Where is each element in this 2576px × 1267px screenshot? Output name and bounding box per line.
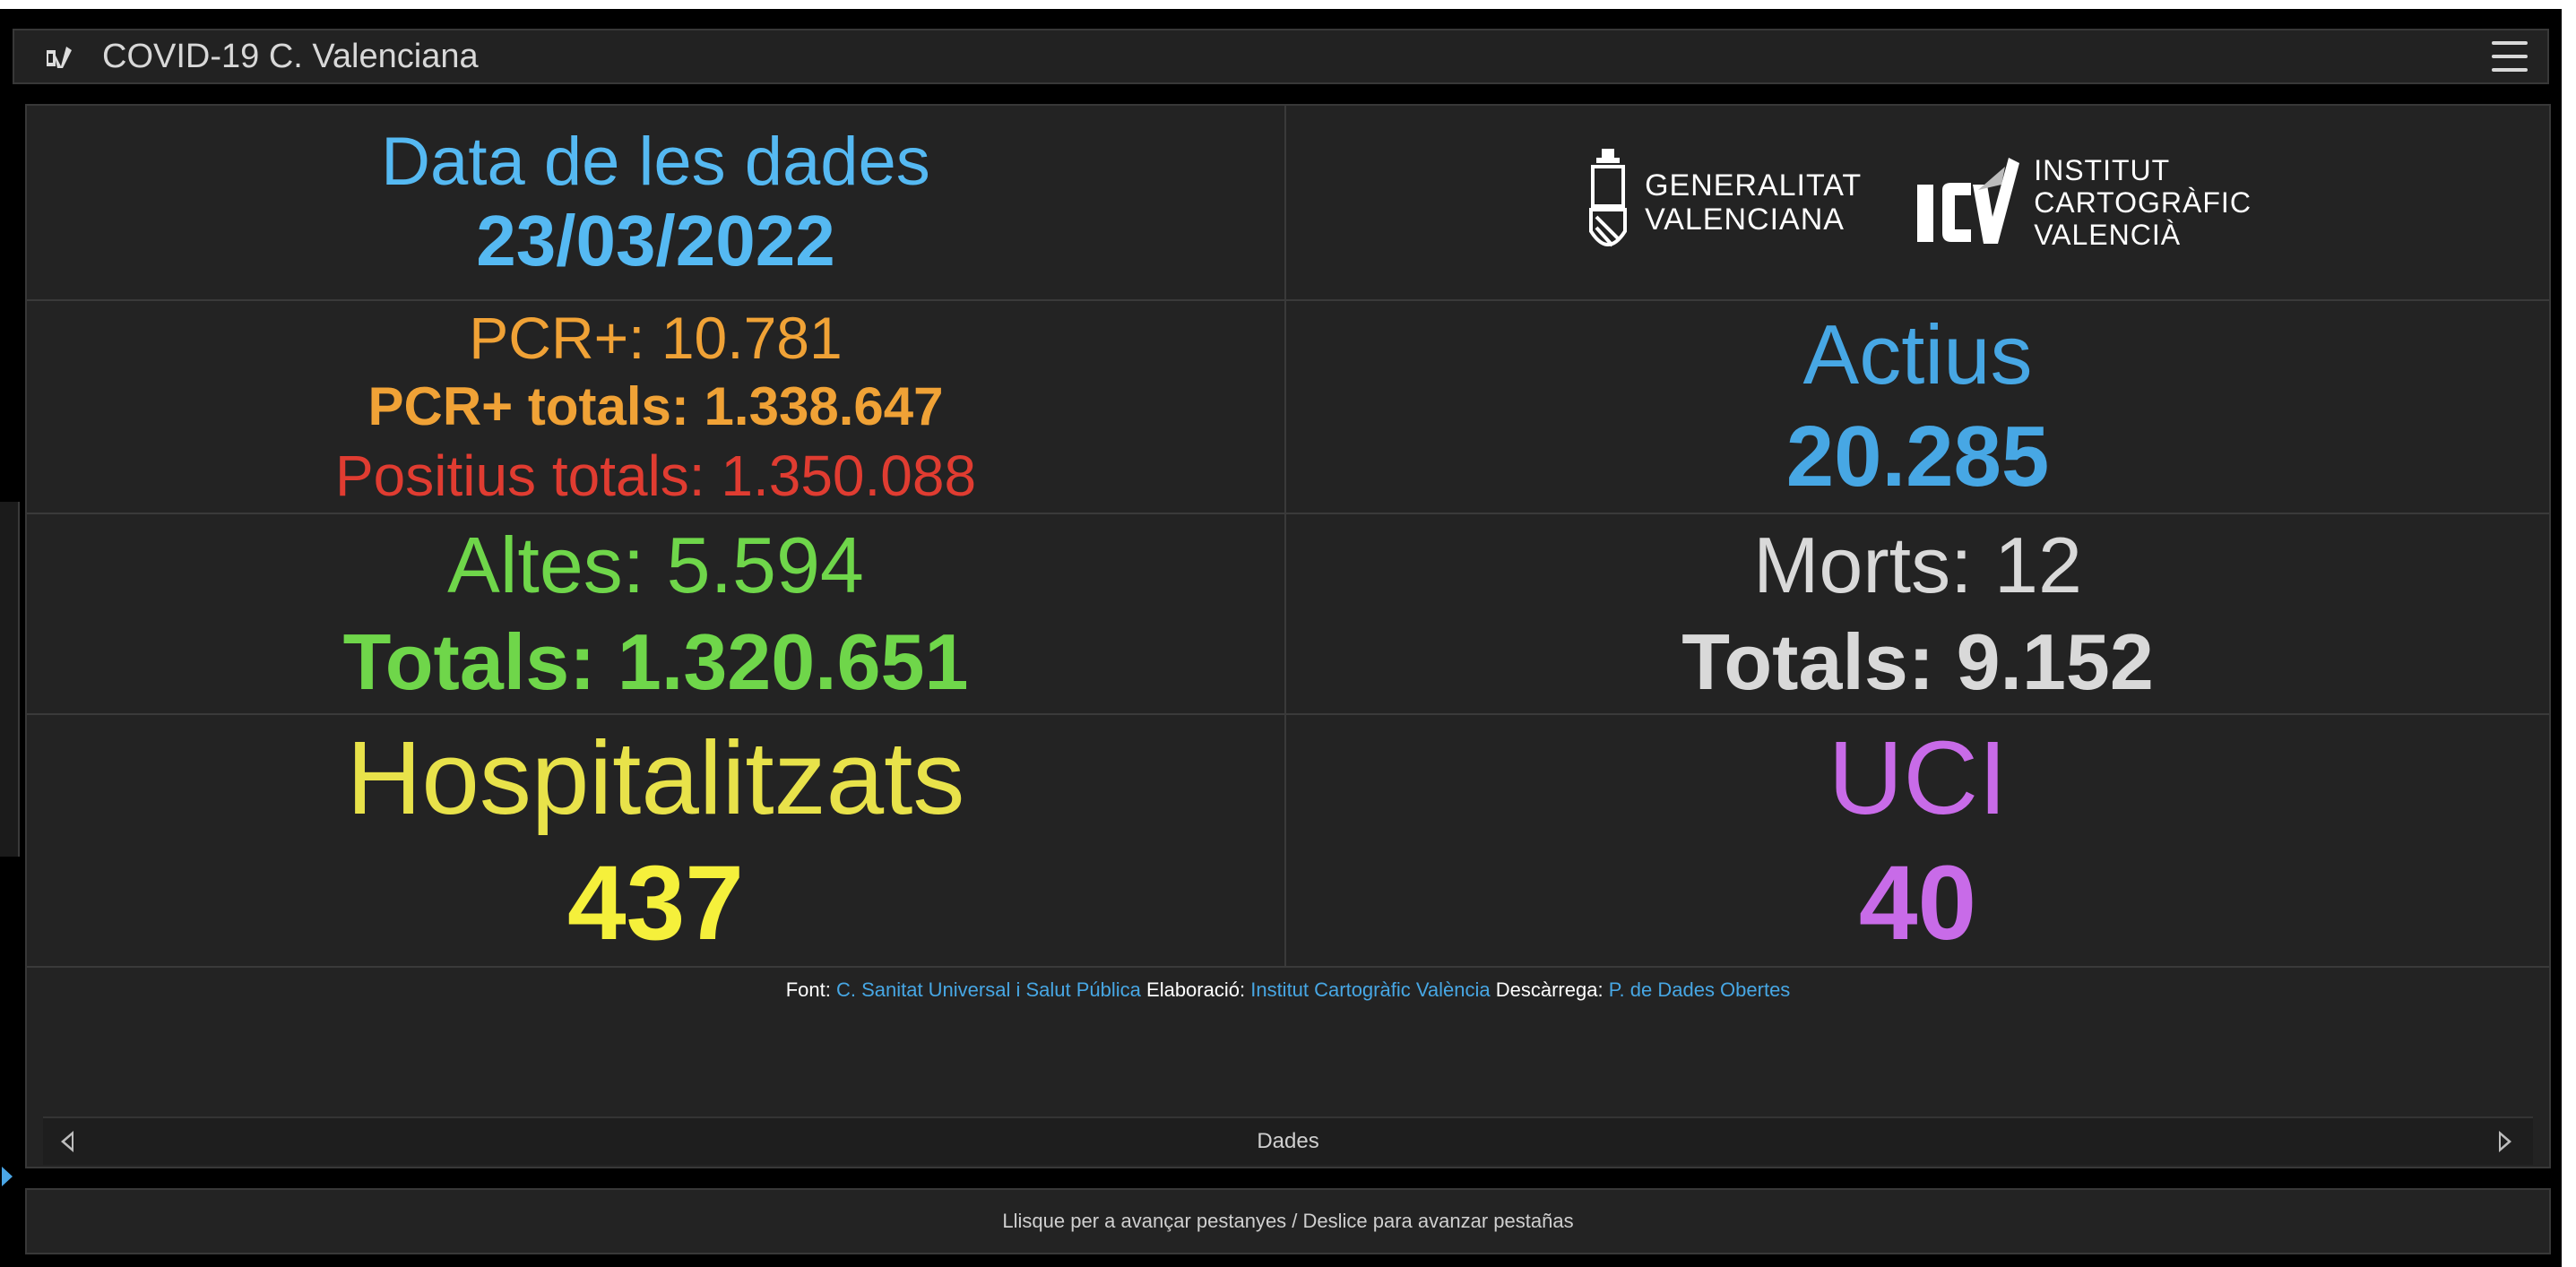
icu-value: 40 [1858,844,1977,962]
triangle-right-icon[interactable] [2499,1131,2511,1152]
icu-cell: UCI 40 [1286,715,2549,968]
active-cell: Actius 20.285 [1286,301,2549,514]
swipe-hint: Llisque per a avançar pestanyes / Deslic… [25,1188,2551,1254]
made-link[interactable]: Institut Cartogràfic València [1250,978,1491,1001]
date-value: 23/03/2022 [476,201,835,280]
gva-logo[interactable]: GENERALITAT VALENCIANA [1584,145,1862,260]
pcr-total: PCR+ totals: 1.338.647 [367,376,944,436]
hospital-label: Hospitalitzats [346,720,965,836]
discharges-daily: Altes: 5.594 [447,521,864,609]
stats-grid: Data de les dades 23/03/2022 GENERALITAT… [27,106,2549,968]
icu-label: UCI [1828,720,2008,836]
icv-line1: INSTITUT [2034,154,2171,186]
tab-navigation: Dades [43,1116,2533,1165]
hamburger-menu-icon[interactable] [2492,41,2528,72]
icv-line2: CARTOGRÀFIC [2034,186,2252,219]
icv-logo-icon [47,47,72,68]
deaths-total: Totals: 9.152 [1681,617,2154,706]
icv-mark-icon [1917,158,2020,244]
pcr-daily: PCR+: 10.781 [469,305,843,371]
made-label: Elaboració: [1146,978,1246,1001]
tab-label: Dades [1257,1129,1319,1153]
discharges-total: Totals: 1.320.651 [342,617,969,706]
gva-line2: VALENCIANA [1645,203,1845,237]
icv-logo[interactable]: INSTITUT CARTOGRÀFIC VALENCIÀ [1915,154,2252,251]
hospital-cell: Hospitalitzats 437 [27,715,1286,968]
date-cell: Data de les dades 23/03/2022 [27,106,1286,301]
deaths-cell: Morts: 12 Totals: 9.152 [1286,514,2549,715]
gva-shield-icon [1589,149,1628,247]
app-header: COVID-19 C. Valenciana [13,29,2549,84]
logos-cell: GENERALITAT VALENCIANA INSTITUT CARTOGRÀ… [1286,106,2549,301]
source-footer: Font: C. Sanitat Universal i Salut Públi… [27,978,2549,1002]
hospital-value: 437 [567,844,744,962]
source-link[interactable]: C. Sanitat Universal i Salut Pública [835,978,1141,1001]
collapsed-side-panel[interactable] [0,502,20,1186]
source-label: Font: [785,978,831,1001]
gva-line1: GENERALITAT [1645,168,1863,203]
triangle-left-icon[interactable] [61,1131,73,1152]
app-title: COVID-19 C. Valenciana [102,37,479,75]
data-panel: Data de les dades 23/03/2022 GENERALITAT… [25,104,2551,1168]
download-link[interactable]: P. de Dades Obertes [1608,978,1791,1001]
expand-panel-icon[interactable] [2,1167,13,1186]
icv-line3: VALENCIÀ [2034,219,2182,251]
download-label: Descàrrega: [1495,978,1604,1001]
deaths-daily: Morts: 12 [1753,521,2082,609]
discharges-cell: Altes: 5.594 Totals: 1.320.651 [27,514,1286,715]
active-label: Actius [1802,307,2033,401]
active-value: 20.285 [1785,409,2050,504]
pcr-cell: PCR+: 10.781 PCR+ totals: 1.338.647 Posi… [27,301,1286,514]
browser-top-edge [0,0,2576,9]
date-label: Data de les dades [381,124,930,200]
browser-right-edge [2562,0,2576,1267]
positive-total: Positius totals: 1.350.088 [334,444,977,508]
